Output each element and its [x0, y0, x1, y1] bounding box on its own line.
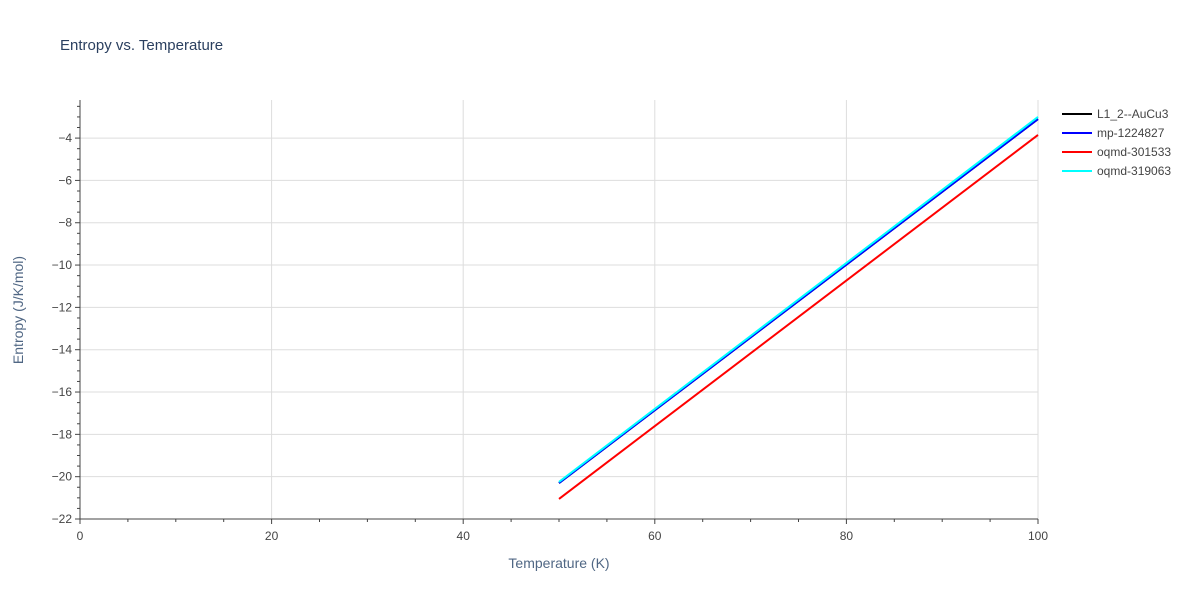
- legend-item[interactable]: oqmd-319063: [1062, 164, 1171, 178]
- legend-item[interactable]: L1_2--AuCu3: [1062, 107, 1169, 121]
- y-tick-label: −8: [58, 216, 72, 230]
- chart-title: Entropy vs. Temperature: [60, 37, 223, 54]
- series-line-oqmd-301533: [558, 134, 1039, 500]
- y-tick-label: −6: [58, 173, 72, 187]
- legend-label: oqmd-301533: [1097, 145, 1171, 159]
- y-tick-label: −4: [58, 131, 72, 145]
- x-tick-label: 80: [840, 529, 854, 543]
- series-line-oqmd-319063: [558, 116, 1039, 483]
- grid-lines: [80, 100, 1039, 519]
- y-tick-label: −18: [52, 427, 73, 441]
- x-tick-label: 60: [648, 529, 662, 543]
- x-axis-title: Temperature (K): [508, 555, 609, 571]
- y-tick-label: −12: [52, 300, 73, 314]
- legend-label: oqmd-319063: [1097, 164, 1171, 178]
- y-tick-label: −10: [52, 258, 73, 272]
- legend-label: L1_2--AuCu3: [1097, 107, 1169, 121]
- legend[interactable]: L1_2--AuCu3 mp-1224827 oqmd-301533 oqmd-319…: [1062, 107, 1171, 178]
- x-tick-label: 100: [1028, 529, 1048, 543]
- legend-item[interactable]: mp-1224827: [1062, 126, 1165, 140]
- legend-label: mp-1224827: [1097, 126, 1165, 140]
- y-tick-label: −14: [52, 343, 73, 357]
- x-tick-label: 0: [77, 529, 84, 543]
- y-tick-label: −20: [52, 470, 73, 484]
- legend-item[interactable]: oqmd-301533: [1062, 145, 1171, 159]
- series-lines: [558, 116, 1039, 500]
- y-axis-title: Entropy (J/K/mol): [10, 256, 26, 364]
- x-tick-label: 40: [457, 529, 471, 543]
- axes: 0 20 40 60 80 100 −22 −20 −18 −16 −14 −12 −10 −8 −6 −4: [52, 100, 1048, 543]
- x-tick-label: 20: [265, 529, 279, 543]
- y-tick-label: −16: [52, 385, 73, 399]
- y-tick-label: −22: [52, 512, 73, 526]
